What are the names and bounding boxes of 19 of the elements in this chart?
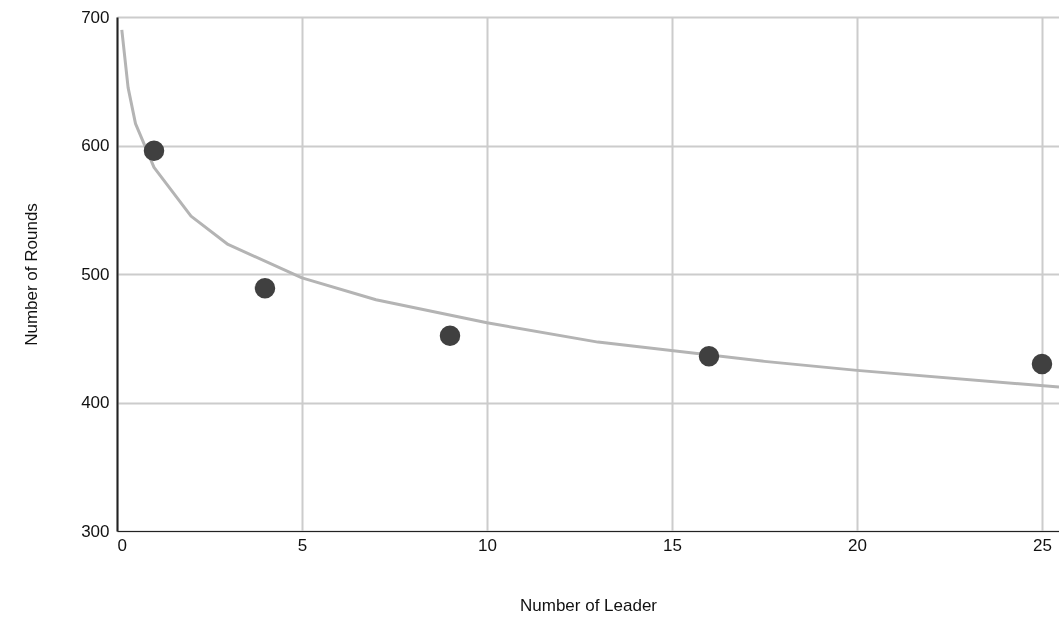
point (143, 140, 165, 161)
x-tick-label: 0 (117, 535, 127, 555)
x-tick-label: 20 (848, 535, 867, 555)
x-tick-label: 10 (478, 535, 497, 555)
x-tick-label: 15 (663, 535, 682, 555)
point (698, 346, 720, 367)
point (439, 325, 461, 346)
x-axis-title: Number of Leader (519, 595, 658, 615)
y-axis-title: Number of Rounds (22, 203, 42, 346)
point (1031, 353, 1053, 375)
x-tick-label: 25 (1033, 535, 1052, 555)
x-tick-label: 5 (297, 535, 308, 555)
point (254, 277, 276, 299)
y-tick-label: 600 (81, 136, 110, 155)
y-tick-label: 700 (81, 7, 110, 27)
y-tick-label: 300 (81, 521, 110, 541)
line-series (120, 28, 1059, 389)
y-tick-label: 500 (81, 264, 110, 284)
y-tick-label: 400 (81, 393, 110, 412)
